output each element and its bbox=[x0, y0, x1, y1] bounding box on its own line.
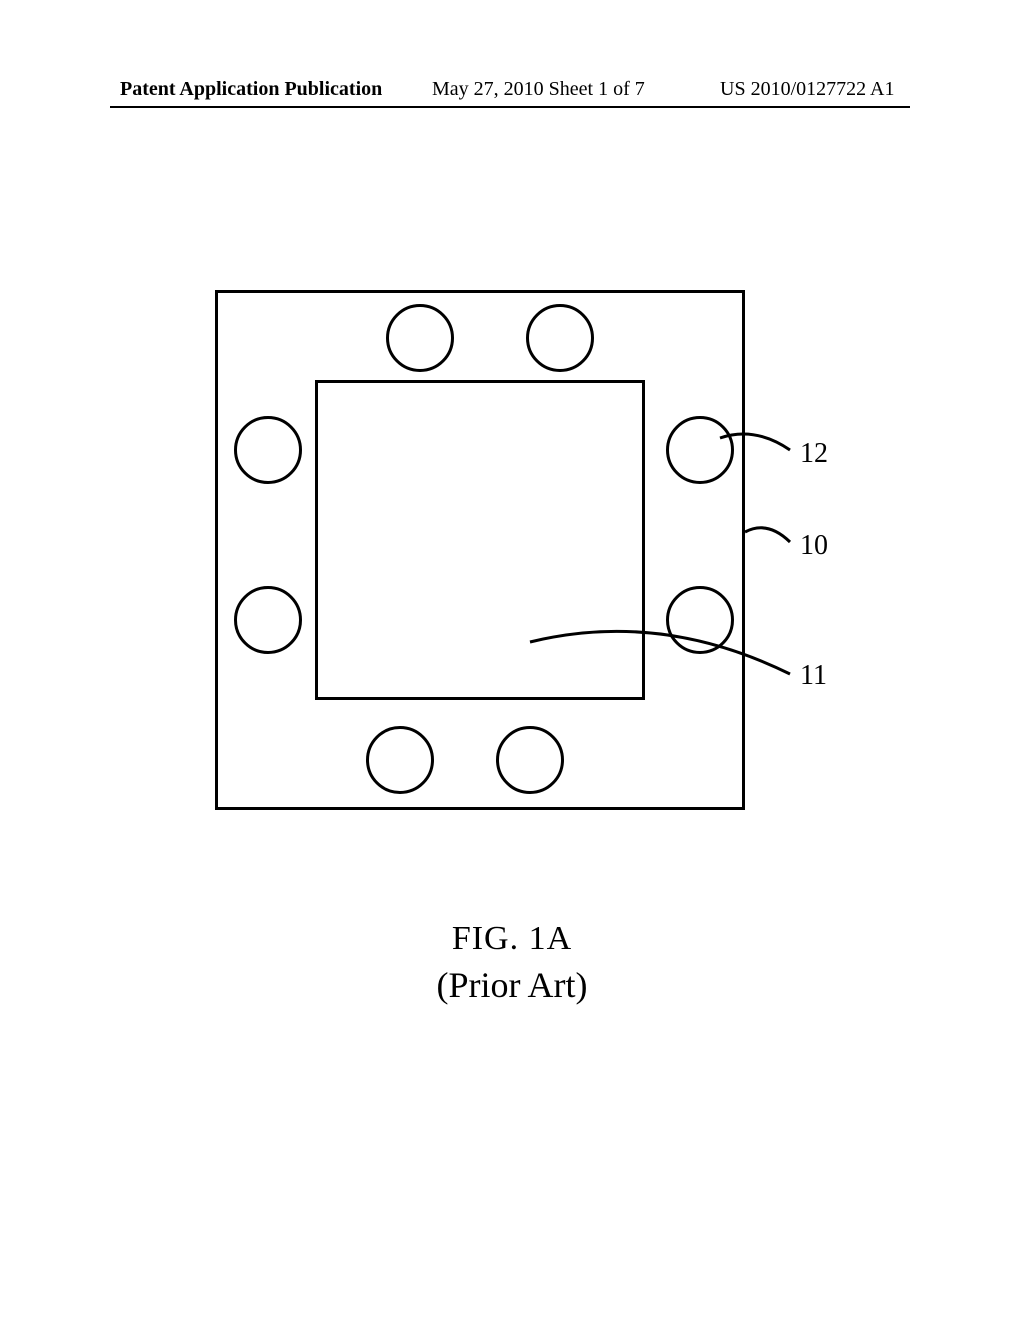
inner-rect bbox=[315, 380, 645, 700]
lead-line bbox=[745, 528, 790, 542]
hole-circle bbox=[386, 304, 454, 372]
ref-label-11: 11 bbox=[800, 660, 827, 692]
hole-circle bbox=[234, 416, 302, 484]
header-right: US 2010/0127722 A1 bbox=[720, 78, 894, 101]
ref-label-12: 12 bbox=[800, 438, 828, 470]
hole-circle bbox=[366, 726, 434, 794]
header-rule bbox=[110, 106, 910, 108]
figure-caption-id: FIG. 1A bbox=[0, 920, 1024, 958]
hole-circle bbox=[666, 586, 734, 654]
page-root: Patent Application Publication May 27, 2… bbox=[0, 0, 1024, 1320]
header-left: Patent Application Publication bbox=[120, 78, 382, 101]
header-mid: May 27, 2010 Sheet 1 of 7 bbox=[432, 78, 645, 101]
figure-caption-note: (Prior Art) bbox=[0, 964, 1024, 1006]
hole-circle bbox=[234, 586, 302, 654]
hole-circle bbox=[526, 304, 594, 372]
ref-label-10: 10 bbox=[800, 530, 828, 562]
hole-circle bbox=[496, 726, 564, 794]
hole-circle bbox=[666, 416, 734, 484]
